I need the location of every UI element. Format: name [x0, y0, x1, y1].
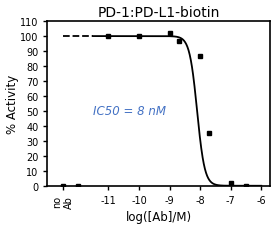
Text: IC50 = 8 nM: IC50 = 8 nM [93, 105, 166, 118]
Y-axis label: % Activity: % Activity [6, 74, 18, 134]
Title: PD-1:PD-L1-biotin: PD-1:PD-L1-biotin [98, 5, 220, 19]
X-axis label: log([Ab]/M): log([Ab]/M) [126, 210, 192, 224]
